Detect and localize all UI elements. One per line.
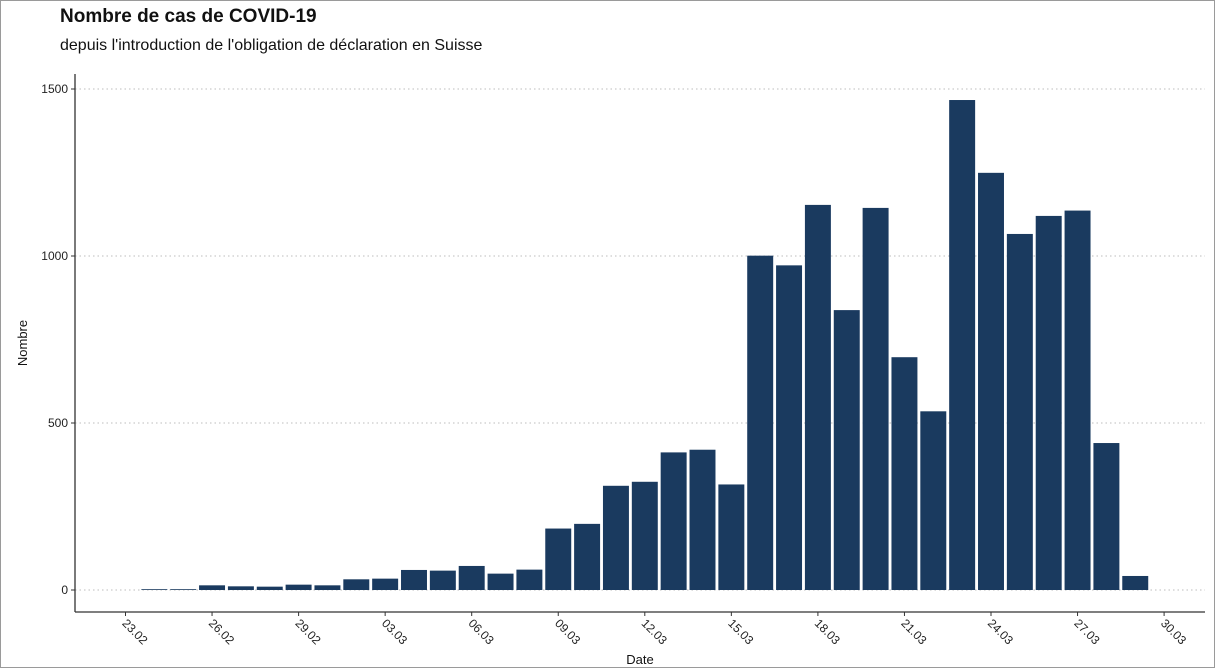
- bar: [227, 586, 254, 590]
- x-axis-title: Date: [626, 652, 653, 667]
- bar: [862, 207, 889, 591]
- bar: [199, 585, 226, 590]
- y-ticks: 0 500 1000 1500: [41, 82, 75, 597]
- x-ticks: 23.02 26.02 29.02 03.03 06.03 09.03 12.03 15.03…: [119, 612, 1189, 648]
- bar: [574, 523, 601, 590]
- x-tick-label: 27.03: [1071, 616, 1102, 647]
- bars: [141, 100, 1149, 591]
- bar: [920, 411, 947, 590]
- bar: [1064, 210, 1091, 591]
- bar: [747, 255, 774, 590]
- bar: [949, 100, 976, 590]
- x-tick-label: 26.02: [206, 616, 237, 647]
- x-tick-label: 03.03: [379, 616, 410, 647]
- y-tick-label: 1500: [41, 82, 68, 96]
- chart-title: Nombre de cas de COVID-19: [60, 6, 317, 27]
- bar: [285, 584, 312, 590]
- bar: [718, 484, 745, 590]
- x-tick-label: 12.03: [639, 616, 670, 647]
- bar: [141, 589, 168, 590]
- bar: [545, 528, 572, 590]
- bar: [256, 586, 283, 590]
- bar: [776, 265, 803, 590]
- bar: [343, 579, 370, 590]
- bar: [516, 569, 543, 590]
- bar: [1122, 575, 1149, 590]
- bar: [170, 589, 197, 590]
- bar: [689, 449, 716, 590]
- x-tick-label: 06.03: [466, 616, 497, 647]
- bar: [372, 578, 399, 590]
- bar: [804, 204, 831, 590]
- bar: [660, 452, 687, 590]
- x-tick-label: 30.03: [1158, 616, 1189, 647]
- y-tick-label: 500: [48, 416, 68, 430]
- bar: [1006, 233, 1033, 590]
- bar: [1035, 215, 1062, 591]
- bar: [891, 357, 918, 590]
- x-tick-label: 23.02: [119, 616, 150, 647]
- bar: [458, 565, 485, 590]
- bar: [487, 573, 514, 590]
- axes: [74, 74, 1205, 613]
- bar: [401, 569, 427, 590]
- x-tick-label: 15.03: [725, 616, 756, 647]
- x-tick-label: 21.03: [898, 616, 929, 647]
- y-tick-label: 0: [61, 583, 68, 597]
- bar: [833, 310, 860, 590]
- bar: [1093, 443, 1120, 590]
- bar: [631, 481, 658, 590]
- chart-subtitle: depuis l'introduction de l'obligation de…: [60, 37, 483, 54]
- bar: [978, 172, 1004, 591]
- x-tick-label: 24.03: [985, 616, 1016, 647]
- x-tick-label: 18.03: [812, 616, 843, 647]
- y-axis-title: Nombre: [15, 320, 30, 366]
- bar: [602, 485, 629, 590]
- x-tick-label: 09.03: [552, 616, 583, 647]
- x-tick-label: 29.02: [292, 616, 323, 647]
- bar: [429, 570, 456, 590]
- bar: [314, 585, 341, 590]
- y-tick-label: 1000: [41, 249, 68, 263]
